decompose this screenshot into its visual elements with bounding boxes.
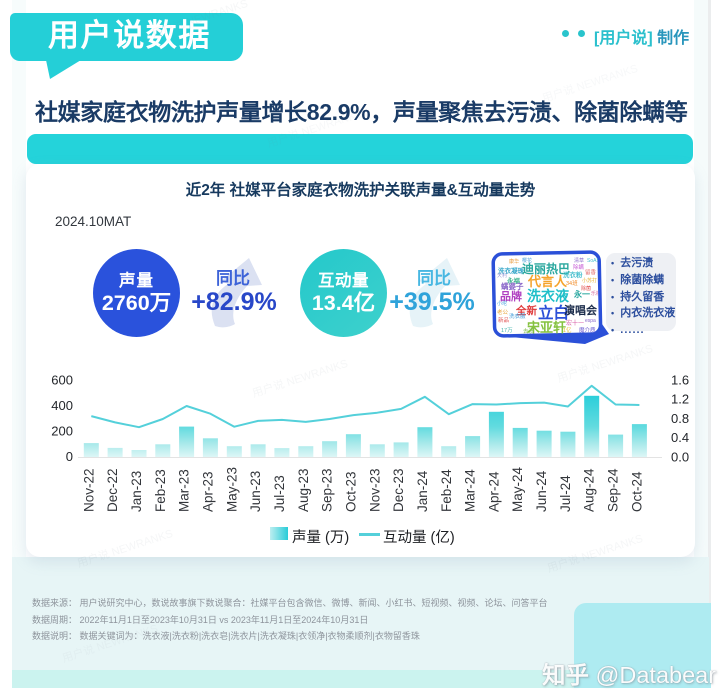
svg-text:Oct-24: Oct-24	[629, 471, 644, 512]
svg-text:1.6: 1.6	[671, 373, 689, 388]
svg-text:Mar-24: Mar-24	[463, 469, 478, 512]
svg-text:1.2: 1.2	[671, 392, 689, 407]
svg-text:0.0: 0.0	[671, 450, 689, 465]
svg-text:0.8: 0.8	[671, 411, 689, 426]
svg-text:0: 0	[66, 449, 73, 464]
svg-text:May-24: May-24	[510, 466, 525, 512]
svg-text:200: 200	[51, 424, 73, 439]
svg-text:May-23: May-23	[224, 467, 239, 512]
svg-text:400: 400	[51, 398, 73, 413]
svg-text:Jun-23: Jun-23	[248, 471, 263, 512]
svg-text:Dec-23: Dec-23	[391, 468, 406, 512]
svg-text:Nov-23: Nov-23	[367, 468, 382, 512]
svg-text:Apr-24: Apr-24	[486, 471, 501, 512]
svg-text:Jul-24: Jul-24	[558, 475, 573, 512]
svg-text:Apr-23: Apr-23	[201, 471, 216, 512]
svg-text:Jan-24: Jan-24	[415, 470, 430, 512]
svg-text:600: 600	[51, 373, 73, 388]
svg-text:Dec-22: Dec-22	[105, 468, 120, 512]
svg-text:Jun-24: Jun-24	[534, 470, 549, 512]
svg-text:Jan-23: Jan-23	[129, 471, 144, 512]
svg-text:Aug-24: Aug-24	[582, 468, 597, 512]
svg-text:Mar-23: Mar-23	[177, 469, 192, 512]
svg-text:0.4: 0.4	[671, 430, 689, 445]
svg-text:Feb-23: Feb-23	[153, 469, 168, 512]
svg-text:Oct-23: Oct-23	[343, 471, 358, 512]
svg-text:Aug-23: Aug-23	[296, 468, 311, 512]
svg-text:Nov-22: Nov-22	[81, 468, 96, 512]
svg-text:Jul-23: Jul-23	[272, 475, 287, 512]
svg-text:Feb-24: Feb-24	[439, 469, 454, 512]
svg-text:Sep-23: Sep-23	[320, 468, 335, 512]
svg-text:Sep-24: Sep-24	[606, 468, 621, 512]
